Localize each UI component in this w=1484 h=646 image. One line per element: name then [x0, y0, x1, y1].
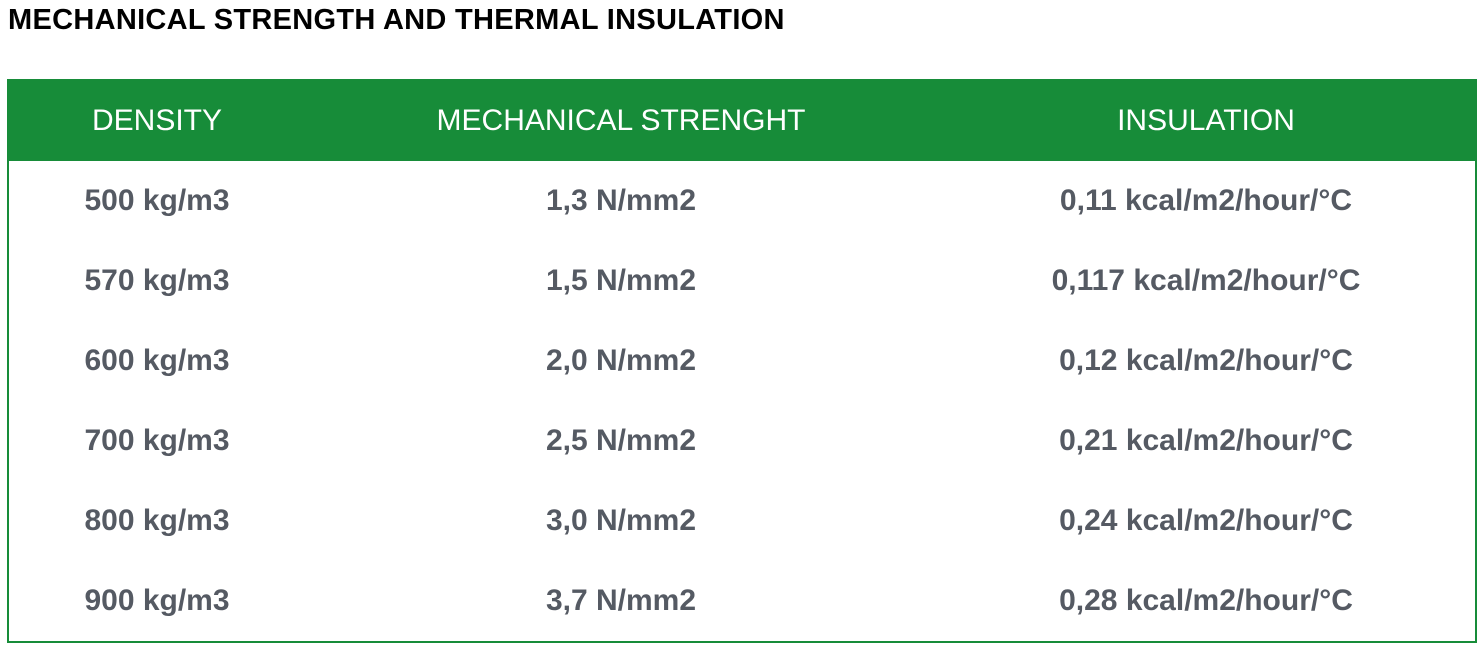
table-row: 800 kg/m3 3,0 N/mm2 0,24 kcal/m2/hour/°C [8, 481, 1476, 561]
table-cell: 0,24 kcal/m2/hour/°C [1059, 504, 1353, 537]
table-body: 500 kg/m3 1,3 N/mm2 0,11 kcal/m2/hour/°C 57… [8, 161, 1476, 642]
title: MECHANICAL STRENGTH AND THERMAL INSULATI… [8, 4, 785, 36]
table-row: 700 kg/m3 2,5 N/mm2 0,21 kcal/m2/hour/°C [8, 401, 1476, 481]
header-cell: DENSITY [8, 80, 305, 161]
table-cell: 3,0 N/mm2 [545, 504, 697, 537]
table-cell: 700 kg/m3 [84, 424, 230, 457]
table-cell: 0,117 kcal/m2/hour/°C [1051, 264, 1361, 297]
header-cell: INSULATION [937, 80, 1476, 161]
table-cell: 0,28 kcal/m2/hour/°C [1059, 584, 1353, 617]
table-cell: 0,21 kcal/m2/hour/°C [1059, 424, 1353, 457]
table-cell: 900 kg/m3 [84, 584, 230, 617]
table-cell: 570 kg/m3 [84, 264, 230, 297]
table-row: 500 kg/m3 1,3 N/mm2 0,11 kcal/m2/hour/°C [8, 161, 1476, 241]
header-cell: MECHANICAL STRENGHT [305, 80, 937, 161]
table-row: 900 kg/m3 3,7 N/mm2 0,28 kcal/m2/hour/°C [8, 561, 1476, 642]
table-cell: 1,5 N/mm2 [545, 264, 697, 297]
table: DENSITY MECHANICAL STRENGHT INSULATION 500… [7, 79, 1477, 643]
table-cell: 0,11 kcal/m2/hour/°C [1059, 184, 1353, 217]
table-cell: 500 kg/m3 [84, 184, 230, 217]
table-cell: 800 kg/m3 [84, 504, 230, 537]
table-cell: 1,3 N/mm2 [545, 184, 697, 217]
table-cell: 600 kg/m3 [84, 344, 230, 377]
header-row: DENSITY MECHANICAL STRENGHT INSULATION [8, 80, 1476, 161]
table-cell: 3,7 N/mm2 [545, 584, 697, 617]
table-cell: 2,0 N/mm2 [545, 344, 697, 377]
table-row: 570 kg/m3 1,5 N/mm2 0,117 kcal/m2/hour/°C [8, 241, 1476, 321]
table-cell: 2,5 N/mm2 [545, 424, 697, 457]
table-cell: 0,12 kcal/m2/hour/°C [1059, 344, 1353, 377]
table-row: 600 kg/m3 2,0 N/mm2 0,12 kcal/m2/hour/°C [8, 321, 1476, 401]
